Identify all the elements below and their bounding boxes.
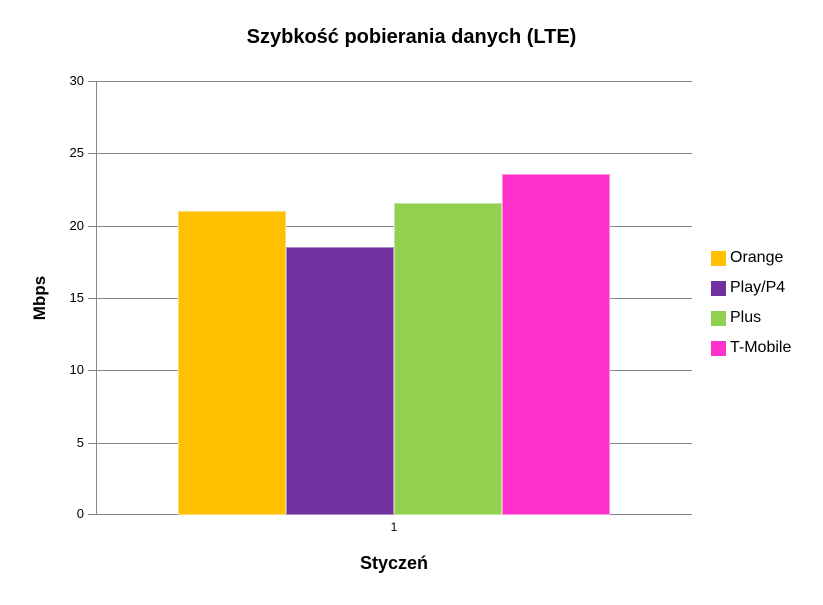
x-axis-title: Styczeń <box>359 553 429 573</box>
y-tick-mark <box>88 153 96 154</box>
legend-label-t-mobile: T-Mobile <box>730 339 792 356</box>
x-tick-label: 1 <box>390 520 398 534</box>
y-axis-line <box>96 81 97 515</box>
y-tick-mark <box>88 226 96 227</box>
y-tick-label: 30 <box>69 73 84 88</box>
chart-title: Szybkość pobierania danych (LTE) <box>246 26 577 48</box>
y-tick-mark <box>88 298 96 299</box>
legend-swatch-play-p4 <box>711 280 726 296</box>
legend-item-orange: Orange <box>711 243 791 273</box>
y-tick-label: 0 <box>76 506 84 521</box>
legend-item-t-mobile: T-Mobile <box>711 333 791 363</box>
y-tick-label: 15 <box>69 290 84 305</box>
legend-label-orange: Orange <box>730 249 784 266</box>
plot-area <box>88 81 692 515</box>
y-tick-label: 20 <box>69 218 84 233</box>
y-tick-mark <box>88 81 96 82</box>
y-tick-mark <box>88 370 96 371</box>
legend: Orange Play/P4 Plus T-Mobile <box>711 243 791 363</box>
legend-item-play-p4: Play/P4 <box>711 273 791 303</box>
bar-t-mobile <box>502 174 610 515</box>
legend-swatch-t-mobile <box>711 340 726 356</box>
legend-label-plus: Plus <box>730 309 762 326</box>
y-tick-label: 25 <box>69 145 84 160</box>
y-tick-mark <box>88 514 96 515</box>
gridline <box>96 81 692 82</box>
legend-item-plus: Plus <box>711 303 791 333</box>
bar-plus <box>394 203 502 515</box>
bar-orange <box>178 211 286 515</box>
legend-label-play-p4: Play/P4 <box>730 279 786 296</box>
y-tick-mark <box>88 443 96 444</box>
y-tick-label: 5 <box>76 435 84 450</box>
gridline <box>96 153 692 154</box>
legend-swatch-plus <box>711 310 726 326</box>
bar-play-p4 <box>286 247 394 515</box>
legend-swatch-orange <box>711 250 726 266</box>
y-tick-label: 10 <box>69 362 84 377</box>
